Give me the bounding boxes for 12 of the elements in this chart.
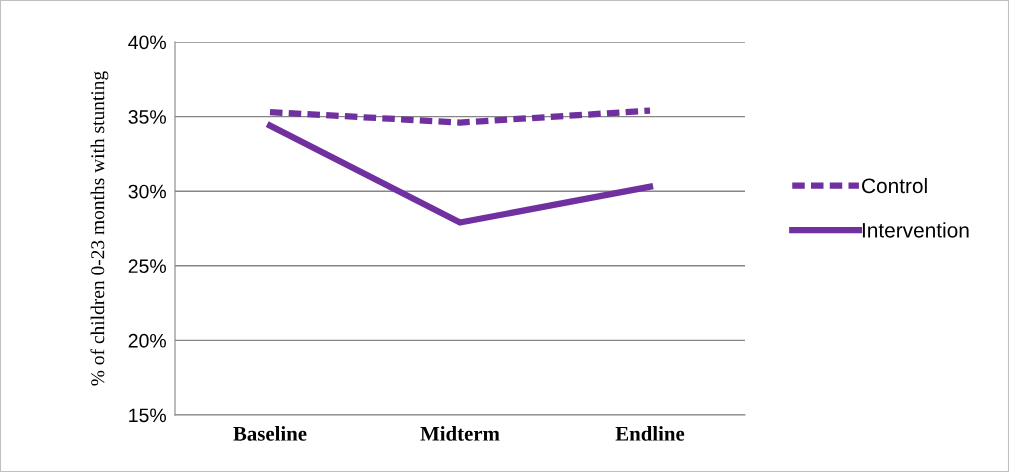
y-tick-label: 40% bbox=[128, 35, 166, 50]
legend-label: Intervention bbox=[862, 222, 969, 238]
y-tick-label: 15% bbox=[129, 408, 166, 423]
x-tick-label: Endline bbox=[615, 426, 685, 441]
y-tick-label: 30% bbox=[128, 184, 166, 199]
y-tick-label: 25% bbox=[128, 259, 166, 274]
y-tick-label: 35% bbox=[128, 110, 166, 124]
legend-label: Control bbox=[862, 177, 927, 194]
y-axis-title: % of children 0-23 months with stunting bbox=[90, 71, 109, 386]
x-tick-label: Midterm bbox=[420, 426, 500, 441]
x-tick-label: Baseline bbox=[233, 426, 307, 441]
y-tick-label: 20% bbox=[128, 333, 166, 348]
